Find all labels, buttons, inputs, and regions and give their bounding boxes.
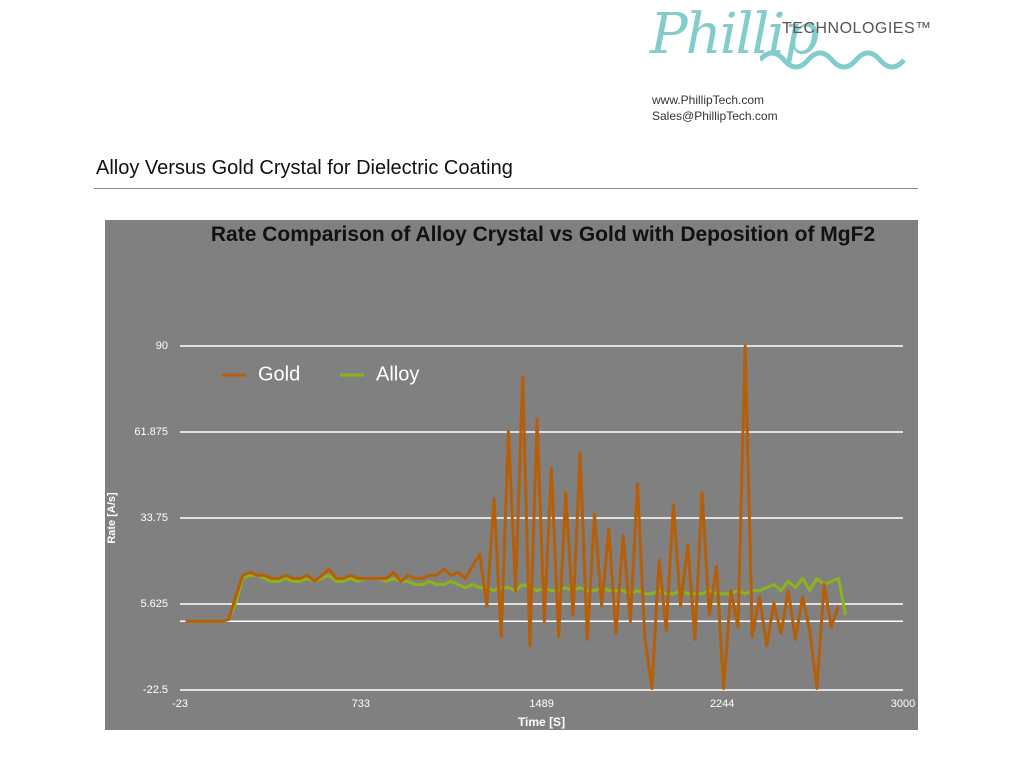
x-tick-label: 2244 (710, 698, 734, 710)
series-line (185, 344, 840, 690)
logo: Phillip TECHNOLOGIES™ (650, 2, 931, 92)
y-tick-label: 61.875 (134, 426, 168, 438)
x-tick-label: -23 (172, 698, 188, 710)
x-tick-label: 3000 (891, 698, 915, 710)
x-tick-label: 733 (352, 698, 370, 710)
chart-title: Rate Comparison of Alloy Crystal vs Gold… (210, 223, 876, 246)
divider (94, 188, 918, 189)
legend-label: Alloy (376, 363, 419, 385)
y-tick-label: -22.5 (143, 684, 168, 696)
wave (760, 50, 906, 70)
logo-text: Phillip (650, 2, 819, 67)
logo-wave (760, 50, 906, 70)
y-tick-label: 33.75 (140, 512, 168, 524)
y-tick-label: 5.625 (140, 598, 168, 610)
x-axis-label: Time [S] (518, 715, 565, 729)
y-axis-label: Rate [A/s] (106, 492, 118, 544)
website: www.PhillipTech.com (652, 93, 765, 107)
x-tick-label: 1489 (529, 698, 553, 710)
legend-label: Gold (258, 363, 300, 385)
email: Sales@PhillipTech.com (652, 109, 778, 123)
logo-suffix: TECHNOLOGIES™ (782, 20, 932, 37)
document-title: Alloy Versus Gold Crystal for Dielectric… (96, 157, 513, 179)
y-tick-label: 90 (156, 340, 168, 352)
